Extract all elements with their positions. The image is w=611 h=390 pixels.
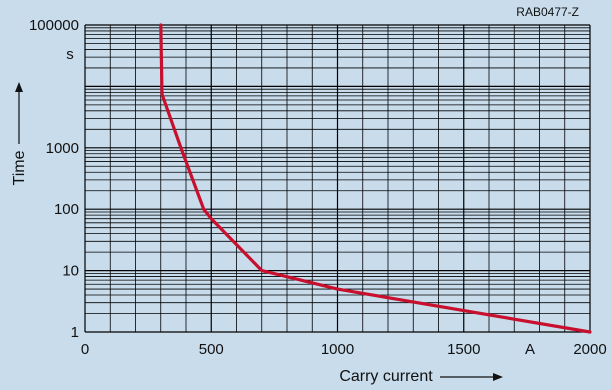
y-tick-label: 1000: [46, 140, 79, 157]
y-axis-title: Time: [11, 150, 28, 185]
x-tick-label: 1000: [321, 341, 354, 358]
x-axis-title: Carry current: [339, 368, 433, 385]
series-line-0: [159, 23, 592, 334]
tick-labels: 0 500 1000 1500 2000 1 10 100 1000 100000: [29, 17, 607, 358]
y-tick-label: 100: [54, 201, 79, 218]
x-tick-label: 500: [199, 341, 224, 358]
x-axis-arrow: [440, 373, 503, 381]
x-tick-label: 1500: [447, 341, 480, 358]
x-unit-label: A: [525, 341, 535, 358]
y-tick-label: 100000: [29, 17, 79, 34]
y-unit-label: s: [66, 46, 74, 63]
grid: [84, 24, 591, 333]
x-tick-label: 0: [81, 341, 89, 358]
x-tick-label: 2000: [573, 341, 606, 358]
y-axis-arrow: [15, 82, 23, 144]
y-tick-label: 10: [62, 263, 79, 280]
series-layer: [159, 23, 592, 334]
figure-code-label: RAB0477-Z: [516, 5, 579, 19]
y-tick-label: 1: [71, 324, 79, 341]
